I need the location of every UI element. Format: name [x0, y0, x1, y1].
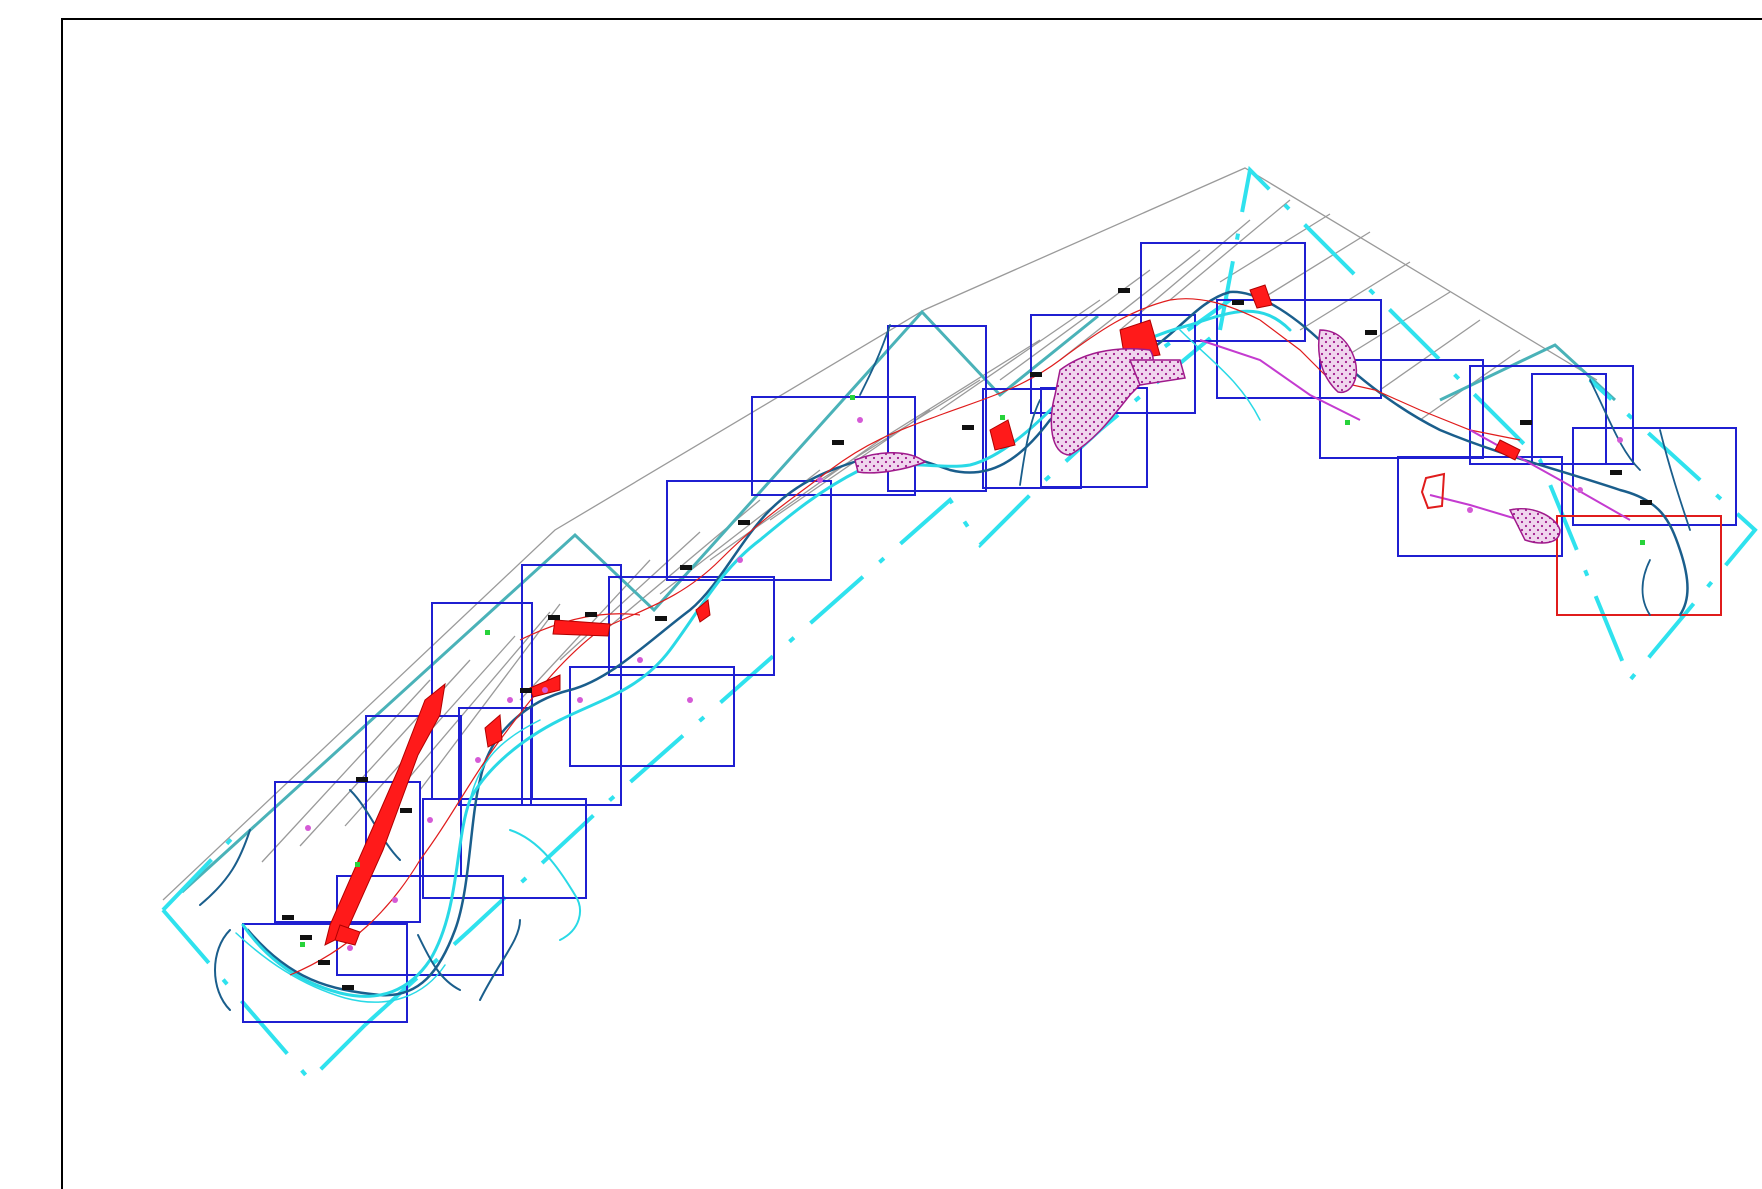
- sheet-box: [521, 564, 622, 806]
- sheet-box: [365, 715, 462, 877]
- sheet-box: [887, 325, 987, 492]
- sheet-box: [422, 798, 587, 899]
- sheet-box: [1216, 299, 1382, 399]
- sheet-box: [1397, 456, 1563, 557]
- sheet-box-highlighted: [1556, 515, 1722, 616]
- teal-boundary-right: [1439, 343, 1617, 402]
- cyan-dashed-boundary: [161, 165, 1758, 1083]
- sheet-boxes: [242, 242, 1737, 1023]
- sheet-box: [1531, 373, 1607, 465]
- teal-boundary: [180, 309, 1099, 894]
- drawing-frame: [61, 18, 1762, 1189]
- sheet-box: [569, 666, 735, 767]
- red-outline-parcel: [1420, 472, 1446, 510]
- gray-boundary-hatching: [162, 167, 1598, 901]
- road-lines: [289, 298, 1521, 976]
- sheet-box: [242, 923, 408, 1023]
- sheet-box: [1140, 242, 1306, 342]
- sheet-box: [458, 707, 532, 806]
- hatched-areas: [854, 329, 1561, 544]
- label-tags: [282, 288, 1652, 990]
- sheet-box: [666, 480, 832, 581]
- point-markers: [300, 395, 1645, 951]
- sheet-box: [1572, 427, 1737, 526]
- sheet-box: [751, 396, 916, 496]
